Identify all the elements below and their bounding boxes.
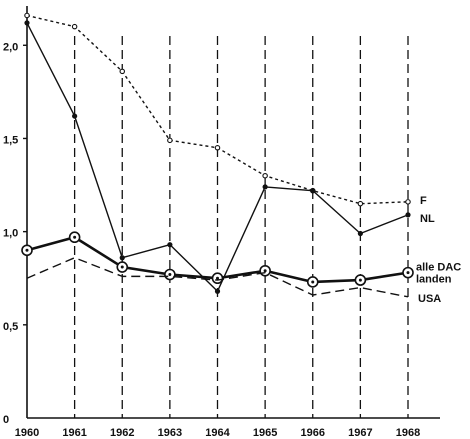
series-label-2: alle DAC landen <box>416 262 461 286</box>
data-point-center <box>406 271 410 275</box>
data-point <box>119 255 125 261</box>
series-line-3 <box>26 257 409 298</box>
x-tick-label: 1963 <box>158 427 182 439</box>
data-point <box>167 242 173 248</box>
x-tick-label: 1967 <box>348 427 372 439</box>
data-point <box>262 184 268 190</box>
series-label-line: landen <box>416 274 452 286</box>
y-tick-label: 0 <box>3 414 9 426</box>
data-point <box>405 199 411 205</box>
x-tick-label: 1964 <box>205 427 230 439</box>
data-point <box>71 23 78 30</box>
data-point <box>262 172 268 179</box>
series-label-1: NL <box>420 213 435 225</box>
data-point-center <box>311 280 315 284</box>
data-point-center <box>25 248 29 252</box>
data-point <box>24 20 30 26</box>
data-point <box>214 288 221 294</box>
x-tick-label: 1962 <box>110 427 134 439</box>
data-point-center <box>216 276 219 280</box>
series-label-line: alle DAC <box>416 262 461 274</box>
x-tick-label: 1965 <box>253 427 277 439</box>
data-point <box>24 12 30 19</box>
x-tick-label: 1961 <box>62 427 86 439</box>
data-point-center <box>263 269 267 273</box>
y-tick-label: 1,0 <box>3 228 18 240</box>
y-tick-label: 1,5 <box>3 134 18 146</box>
data-point <box>72 113 78 119</box>
series-layer <box>21 12 414 298</box>
y-tick-label: 2,0 <box>3 41 18 53</box>
series-label-0: F <box>420 195 427 207</box>
data-point-center <box>358 278 362 282</box>
grid-layer <box>73 36 409 418</box>
data-point <box>214 145 221 151</box>
data-point <box>357 200 364 207</box>
axes: 0 0,5 1,0 1,5 2,0 1960 1961 1962 1963 1964 1965 196… <box>3 6 440 439</box>
data-point <box>119 68 126 75</box>
series-label-3: USA <box>418 293 441 305</box>
data-point-center <box>120 265 124 269</box>
x-tick-label: 1960 <box>15 427 39 439</box>
y-tick-label: 0,5 <box>3 321 18 333</box>
labels: F NL alle DAC landen USA <box>416 195 461 305</box>
data-point <box>310 188 316 194</box>
data-point <box>405 212 411 218</box>
data-point-center <box>168 273 172 276</box>
data-point <box>167 137 173 144</box>
x-tick-label: 1968 <box>396 427 420 439</box>
x-tick-label: 1966 <box>301 427 325 439</box>
data-point <box>357 230 363 237</box>
data-point-center <box>73 235 77 239</box>
